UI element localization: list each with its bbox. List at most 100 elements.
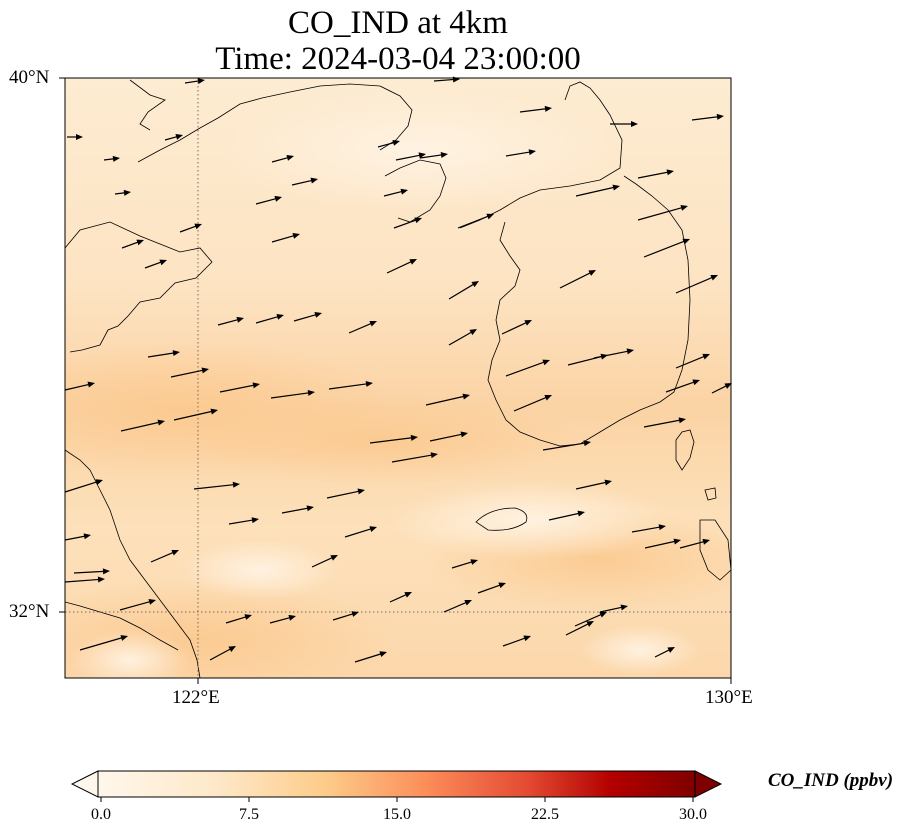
wind-arrow-shaft [679,540,707,549]
wind-arrow-head [292,233,300,239]
wind-arrow-shaft [643,239,687,258]
wind-arrow-shaft [565,622,591,636]
wind-arrow-shaft [513,395,549,412]
wind-arrow-shaft [542,442,588,451]
wind-arrow-head [544,394,552,401]
wind-arrow-shaft [391,454,435,463]
wind-arrow-head [400,188,408,195]
wind-arrow-shaft [64,383,92,391]
wind-arrow-shaft [665,380,697,393]
wind-arrow-head [658,524,666,531]
wind-arrow-shaft [354,652,384,663]
wind-arrow-head [97,576,105,583]
colorbar-tick-label: 30.0 [679,806,707,823]
wind-arrow-shaft [599,606,625,613]
wind-arrow-head [87,381,95,388]
wind-arrow-head [197,78,205,85]
wind-arrow-head [430,452,438,459]
wind-arrow-head [702,538,710,545]
wind-arrow-shaft [433,78,457,82]
wind-arrow-shaft [654,648,672,658]
map-frame [64,77,732,679]
wind-arrow-head [404,592,412,598]
wind-arrow-shaft [548,512,582,521]
wind-arrow-shaft [675,354,707,369]
wind-arrow-shaft [209,647,233,661]
wind-arrow-shaft [79,636,125,651]
coastlines [65,79,731,678]
wind-arrow-head [148,598,156,605]
wind-arrow-head [586,621,594,627]
wind-arrow-shaft [711,384,729,394]
wind-arrow-shaft [457,214,491,229]
wind-arrow-head [673,538,681,545]
wind-arrow-head [631,121,638,127]
wind-arrow-head [201,367,209,374]
wind-arrow-shaft [150,551,176,563]
chart-title: CO_IND at 4km [288,5,508,41]
wind-arrow-shaft [574,613,604,627]
wind-arrow-head [172,350,180,357]
wind-arrow-head [702,353,710,360]
wind-arrow-head [599,612,607,618]
wind-arrow-head [392,139,400,146]
lat-tick-label-32n: 32°N [9,601,50,622]
wind-arrow-shaft [369,436,415,444]
wind-arrow-head [612,184,620,191]
wind-arrow-head [486,213,494,220]
wind-arrow-shaft [575,186,617,197]
wind-arrow-shaft [393,218,419,229]
colorbar [70,770,723,802]
wind-arrow-head [159,259,167,266]
wind-arrow-head [678,417,686,424]
wind-arrow-shaft [147,352,177,358]
wind-arrow-head [310,177,318,184]
wind-arrow-head [680,204,688,211]
colorbar-tick-label: 0.0 [91,806,111,823]
wind-arrow-shaft [448,282,476,300]
wind-arrow-head [523,635,531,642]
wind-arrow-head [274,195,282,202]
wind-arrow-shaft [255,315,281,324]
wind-arrow-shaft [217,318,241,326]
wind-arrow-shaft [293,313,319,322]
wind-arrow-shaft [348,322,374,334]
wind-arrow-head [357,488,365,495]
wind-arrow-shaft [502,636,528,647]
wind-arrow-shaft [328,382,370,390]
wind-arrow-head [542,359,550,366]
wind-arrow-head [724,383,732,389]
wind-arrow-head [524,320,532,326]
wind-arrow-shaft [64,480,100,493]
wind-arrow-shaft [477,583,503,594]
colorbar-ramp [98,771,695,797]
wind-arrow-shaft [219,384,257,393]
colorbar-tick-label: 7.5 [239,806,259,823]
wind-arrow-shaft [64,578,102,583]
axis-ticks [59,77,732,684]
wind-arrow-shaft [255,197,279,205]
wind-arrow-shaft [631,526,663,533]
lon-tick-label-122e: 122°E [172,687,220,708]
wind-arrow-shaft [386,260,414,274]
wind-arrow-head [682,238,690,245]
co-concentration-field [65,78,731,678]
wind-arrow-head [418,152,426,159]
wind-arrow-head [244,614,252,620]
wind-arrow-head [600,353,608,360]
wind-arrow-head [440,152,448,158]
wind-arrow-head [236,316,244,323]
wind-arrow-shaft [193,483,237,490]
wind-arrow-head [95,479,103,485]
wind-arrow-head [136,239,144,246]
wind-arrow-head [469,329,477,336]
wind-arrow-shaft [144,260,164,269]
wind-arrow-head [577,510,585,517]
wind-arrow-shaft [644,540,678,549]
colorbar-label: CO_IND (ppbv) [768,770,894,791]
wind-arrow-shaft [271,156,291,163]
wind-arrow-shaft [575,481,609,490]
wind-arrow-head [330,555,338,561]
wind-arrow-shaft [443,601,469,613]
wind-arrow-head [544,105,552,112]
